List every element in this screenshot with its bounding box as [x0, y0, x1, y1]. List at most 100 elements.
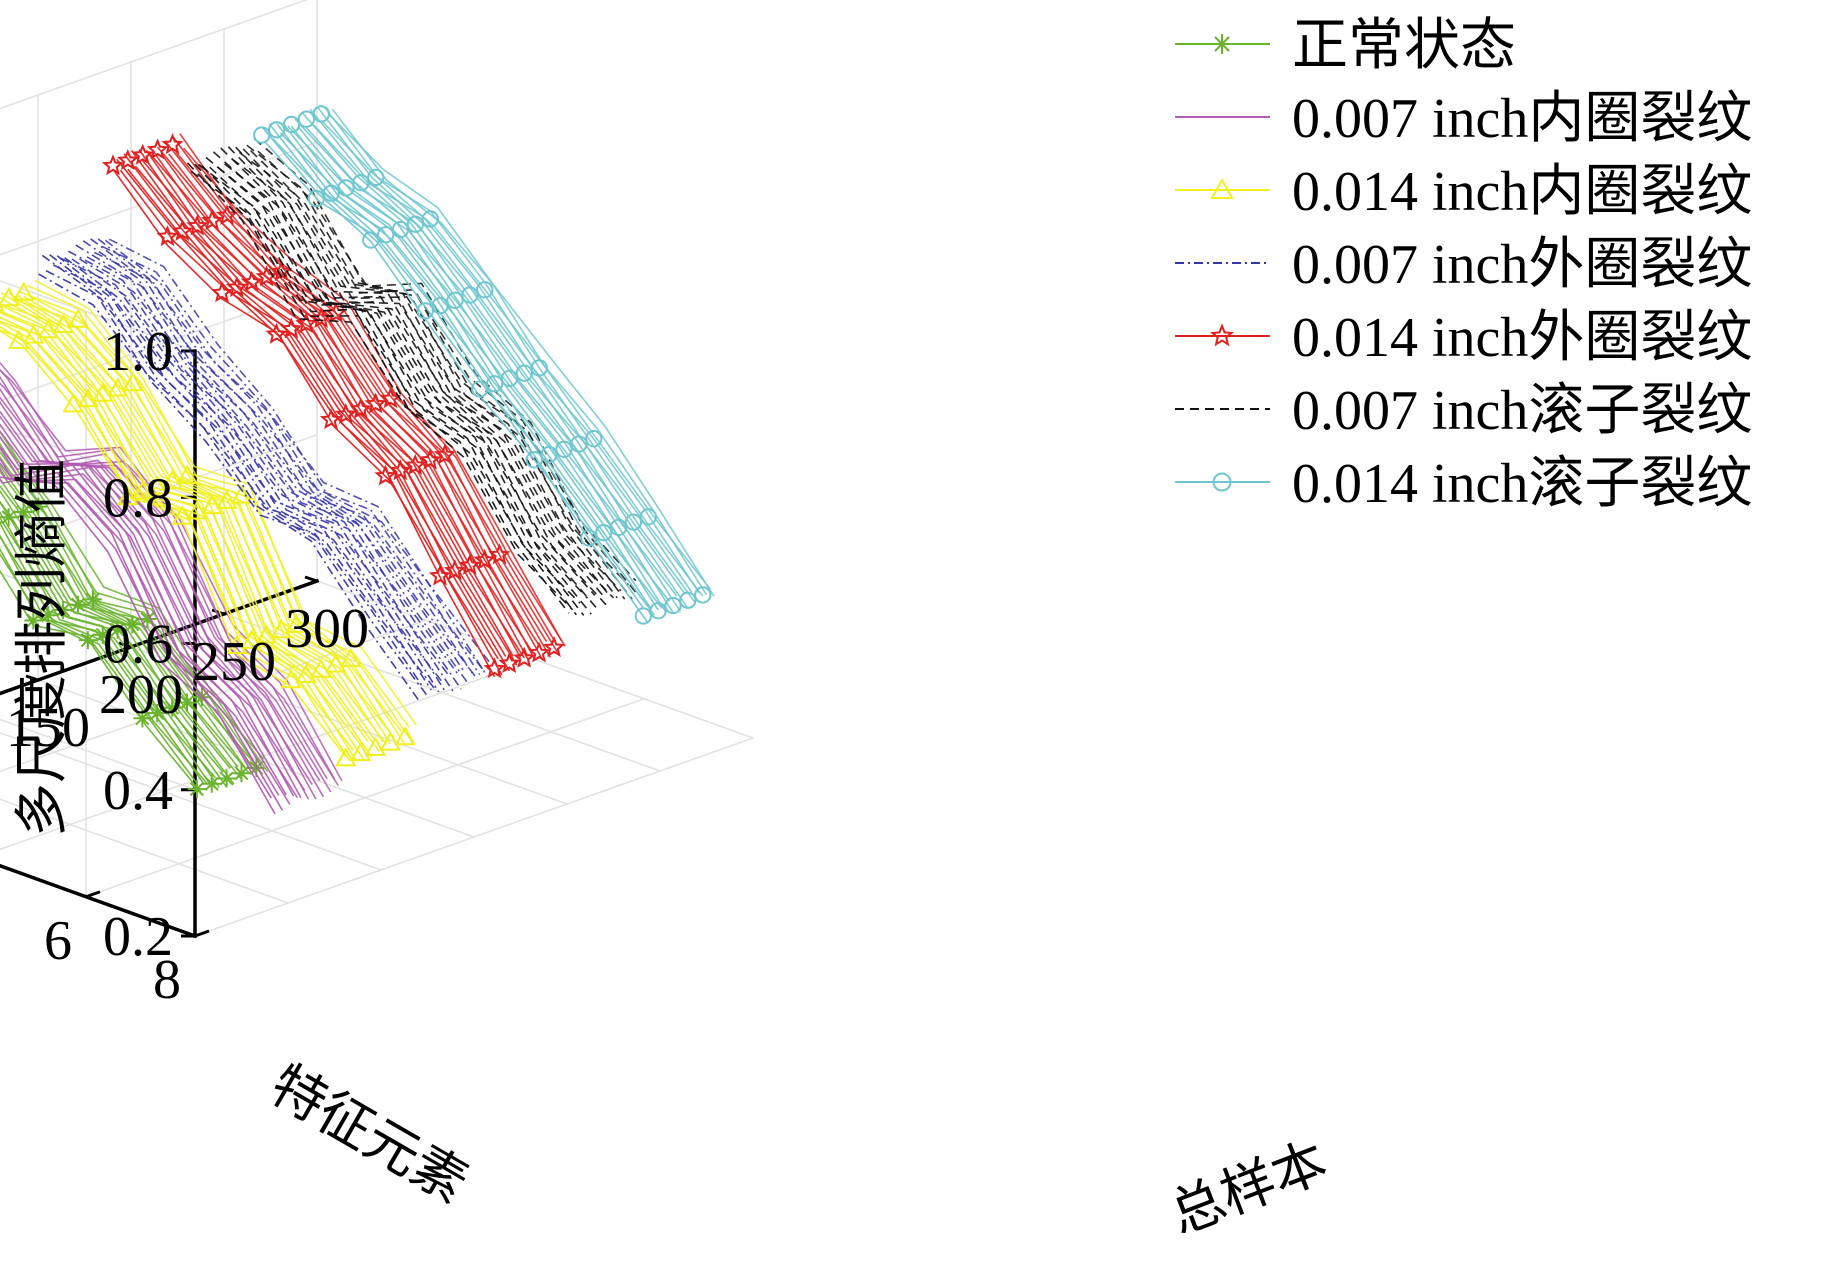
series-line	[112, 168, 496, 678]
legend-label: 0.014 inch外圈裂纹	[1292, 307, 1752, 369]
series-line	[0, 461, 284, 811]
series-line	[142, 160, 525, 659]
series-line	[331, 108, 715, 597]
series-marker	[101, 154, 124, 176]
series-marker	[247, 758, 266, 777]
legend-marker	[1210, 177, 1234, 199]
x-tick-label: 200	[99, 664, 183, 726]
series-marker	[148, 703, 167, 722]
series-3	[0, 279, 417, 767]
series-line	[212, 151, 596, 596]
series-marker	[0, 286, 20, 307]
series-marker	[133, 709, 152, 728]
series-marker	[267, 121, 286, 139]
legend-marker	[1212, 34, 1232, 54]
side-wall-grid-z	[0, 718, 196, 791]
series-line	[209, 166, 592, 615]
legend-label: 正常状态	[1292, 15, 1516, 77]
series-marker	[624, 513, 643, 531]
series-marker	[253, 126, 271, 144]
series-marker	[634, 607, 652, 625]
series-marker	[14, 502, 33, 521]
series-line	[0, 369, 339, 787]
series-marker	[349, 741, 372, 762]
series-line	[64, 256, 447, 694]
legend-entry: 0.014 inch外圈裂纹	[1175, 307, 1752, 369]
back-wall-grid-z	[0, 141, 318, 256]
series-line	[235, 146, 618, 599]
series-marker	[217, 769, 236, 788]
series-line	[90, 238, 473, 674]
series-7	[253, 105, 715, 625]
series-marker	[176, 464, 198, 484]
series-line	[324, 107, 708, 596]
series-marker	[202, 774, 221, 793]
series-line	[242, 148, 626, 600]
series-marker	[108, 620, 127, 639]
series-line	[0, 521, 217, 779]
series-marker	[285, 613, 307, 633]
series-line	[23, 295, 406, 746]
series-line	[0, 430, 298, 799]
z-tick-label: 0.6	[103, 614, 173, 676]
series-line	[261, 126, 644, 609]
series-marker	[187, 780, 206, 799]
series-marker	[52, 313, 74, 334]
z-axis-title: 多尺度排列熵值	[10, 459, 73, 837]
series-line	[127, 168, 510, 672]
series-line	[119, 169, 503, 676]
series-line	[220, 147, 603, 596]
legend-entry: 0.007 inch滚子裂纹	[1175, 380, 1752, 442]
series-line	[0, 446, 295, 797]
series-line	[275, 122, 659, 611]
series-marker	[483, 657, 506, 679]
series-marker	[421, 210, 439, 228]
series-marker	[297, 110, 316, 128]
series-line	[316, 106, 700, 594]
series-marker	[307, 189, 325, 208]
x-tick-mark	[25, 674, 39, 682]
legend-entry: 0.007 inch内圈裂纹	[1175, 88, 1752, 150]
series-line	[0, 292, 384, 743]
series-marker	[146, 138, 169, 160]
series-marker	[649, 602, 667, 620]
series-line	[53, 264, 436, 690]
series-line	[305, 126, 689, 609]
series-marker	[476, 281, 494, 299]
series-line	[328, 113, 711, 590]
series-line	[0, 310, 380, 752]
series-line	[49, 254, 432, 691]
series-layer	[0, 105, 715, 815]
series-marker	[161, 470, 183, 490]
series-line	[264, 141, 648, 622]
series-line	[0, 484, 235, 785]
series-line	[283, 124, 667, 613]
series-line	[0, 316, 373, 758]
x-tick-mark	[304, 575, 318, 583]
series-line	[60, 257, 444, 683]
series-marker	[265, 322, 288, 344]
x-tick-mark	[211, 608, 225, 616]
series-marker	[270, 618, 292, 639]
series-marker	[156, 225, 179, 247]
series-line	[0, 534, 209, 786]
series-line	[0, 400, 313, 786]
series-line	[287, 125, 670, 602]
legend-entry: 0.014 inch内圈裂纹	[1175, 161, 1752, 223]
legend-marker	[1212, 472, 1232, 492]
series-marker	[389, 459, 412, 481]
series-line	[294, 118, 678, 597]
series-line	[71, 258, 455, 693]
floor-grid-y	[85, 697, 645, 898]
series-line	[86, 256, 470, 685]
series-marker	[664, 596, 682, 615]
series-line	[160, 153, 544, 661]
back-wall-grid-z	[0, 287, 318, 402]
series-line	[194, 163, 577, 616]
series-line	[0, 415, 306, 792]
series-marker	[367, 168, 385, 187]
series-line	[313, 124, 696, 604]
series-line	[0, 464, 254, 770]
series-marker	[376, 226, 395, 244]
series-line	[272, 138, 656, 616]
